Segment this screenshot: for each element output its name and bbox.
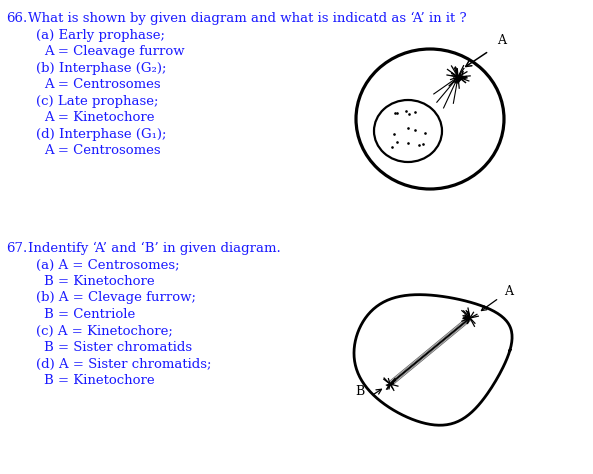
Text: B = Sister chromatids: B = Sister chromatids bbox=[44, 341, 192, 354]
Text: (c) Late prophase;: (c) Late prophase; bbox=[36, 94, 158, 108]
Text: B: B bbox=[355, 385, 364, 398]
Text: (d) A = Sister chromatids;: (d) A = Sister chromatids; bbox=[36, 357, 212, 371]
Text: 66.: 66. bbox=[6, 12, 27, 25]
Text: A: A bbox=[504, 285, 513, 298]
Text: A = Centrosomes: A = Centrosomes bbox=[44, 78, 161, 91]
Text: (a) Early prophase;: (a) Early prophase; bbox=[36, 28, 165, 42]
Text: (b) Interphase (G₂);: (b) Interphase (G₂); bbox=[36, 62, 167, 74]
Text: B = Centriole: B = Centriole bbox=[44, 308, 135, 321]
Text: A = Cleavage furrow: A = Cleavage furrow bbox=[44, 45, 184, 58]
Text: (b) A = Clevage furrow;: (b) A = Clevage furrow; bbox=[36, 292, 196, 304]
Text: (c) A = Kinetochore;: (c) A = Kinetochore; bbox=[36, 325, 173, 337]
Text: What is shown by given diagram and what is indicatd as ‘A’ in it ?: What is shown by given diagram and what … bbox=[28, 12, 467, 25]
Text: A: A bbox=[497, 34, 506, 47]
Text: A = Centrosomes: A = Centrosomes bbox=[44, 144, 161, 157]
Text: (a) A = Centrosomes;: (a) A = Centrosomes; bbox=[36, 258, 180, 272]
Text: (d) Interphase (G₁);: (d) Interphase (G₁); bbox=[36, 128, 167, 140]
Text: Indentify ‘A’ and ‘B’ in given diagram.: Indentify ‘A’ and ‘B’ in given diagram. bbox=[28, 242, 280, 255]
Text: 67.: 67. bbox=[6, 242, 27, 255]
Text: B = Kinetochore: B = Kinetochore bbox=[44, 275, 155, 288]
Text: A = Kinetochore: A = Kinetochore bbox=[44, 111, 155, 124]
Text: B = Kinetochore: B = Kinetochore bbox=[44, 374, 155, 387]
